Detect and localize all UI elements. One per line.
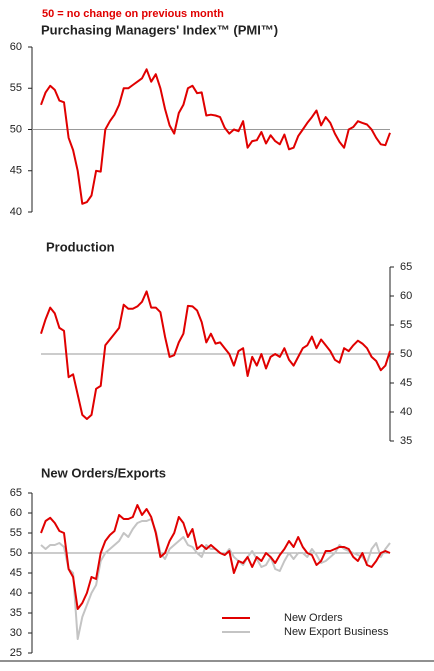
legend-label: New Export Business: [284, 626, 389, 638]
y-tick-label: 60: [400, 290, 412, 302]
series-line: [40, 68, 391, 205]
y-tick-label: 55: [10, 527, 22, 539]
y-tick-label: 65: [10, 487, 22, 499]
series-line: [40, 290, 391, 420]
y-tick-label: 40: [400, 406, 412, 418]
y-tick-label: 55: [10, 82, 22, 94]
y-tick-label: 65: [400, 261, 412, 273]
y-tick-label: 35: [400, 435, 412, 447]
annotation: 50 = no change on previous month: [42, 8, 224, 20]
y-tick-label: 30: [10, 627, 22, 639]
y-tick-label: 40: [10, 587, 22, 599]
series-line: [40, 504, 391, 610]
y-tick-label: 45: [10, 165, 22, 177]
y-tick-label: 50: [10, 123, 22, 135]
y-tick-label: 50: [400, 348, 412, 360]
y-tick-label: 45: [10, 567, 22, 579]
chart-title: Purchasing Managers' Index™ (PMI™): [41, 22, 278, 37]
chart-title: Production: [46, 239, 115, 254]
y-tick-label: 45: [400, 377, 412, 389]
y-tick-label: 60: [10, 41, 22, 53]
y-tick-label: 35: [10, 607, 22, 619]
legend-label: New Orders: [284, 612, 343, 624]
chart-title: New Orders/Exports: [41, 465, 166, 480]
y-tick-label: 25: [10, 647, 22, 659]
y-tick-label: 60: [10, 507, 22, 519]
y-tick-label: 50: [10, 547, 22, 559]
y-tick-label: 55: [400, 319, 412, 331]
y-tick-label: 40: [10, 206, 22, 218]
